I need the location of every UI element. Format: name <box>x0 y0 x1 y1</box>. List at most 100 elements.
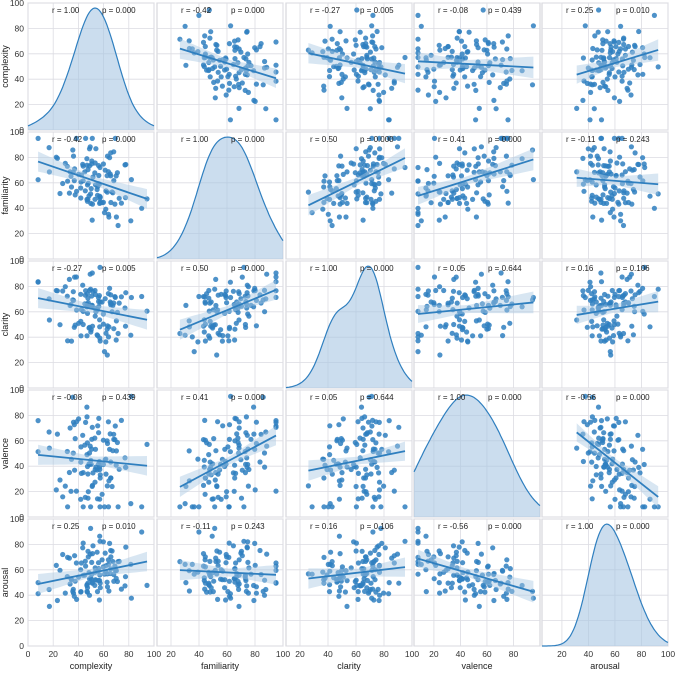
data-point <box>485 571 492 577</box>
data-point <box>84 156 90 162</box>
data-point <box>449 295 455 301</box>
data-point <box>369 135 375 141</box>
data-point <box>321 184 327 190</box>
data-point <box>338 578 344 584</box>
data-point <box>215 558 221 564</box>
data-point <box>415 264 421 270</box>
data-point <box>505 200 511 206</box>
data-point <box>263 106 269 112</box>
data-point <box>46 603 53 610</box>
data-point <box>355 596 361 603</box>
data-point <box>337 201 343 207</box>
data-point <box>228 595 234 601</box>
data-point <box>339 163 345 169</box>
data-point <box>372 44 378 50</box>
data-point <box>357 29 363 35</box>
data-point <box>336 214 342 220</box>
data-point <box>89 293 95 299</box>
data-point <box>605 29 611 35</box>
data-point <box>195 456 201 462</box>
data-point <box>479 301 485 307</box>
data-point <box>97 464 103 470</box>
data-point <box>234 299 240 305</box>
data-point <box>460 294 466 301</box>
data-point <box>619 73 625 79</box>
data-point <box>597 85 603 91</box>
data-point <box>602 182 608 188</box>
data-point <box>241 504 247 510</box>
y-tick-label: 80 <box>15 539 25 549</box>
regression-line <box>308 157 406 207</box>
data-point <box>122 455 128 461</box>
data-point <box>177 330 183 337</box>
data-point <box>328 186 334 193</box>
data-point <box>593 182 599 188</box>
data-point <box>305 483 311 489</box>
data-point <box>627 467 633 473</box>
data-point <box>89 551 96 557</box>
data-point <box>182 332 188 338</box>
data-point <box>363 35 369 41</box>
data-point <box>92 182 99 188</box>
data-point <box>92 565 98 571</box>
data-point <box>629 49 636 55</box>
p-label: p = 0.439 <box>488 6 522 15</box>
data-point <box>213 276 219 282</box>
data-point <box>338 79 344 85</box>
data-point <box>370 446 376 452</box>
data-point <box>445 300 451 306</box>
data-point <box>596 333 603 339</box>
data-point <box>86 146 93 152</box>
data-point <box>35 591 41 597</box>
panel-clarity-vs-complexity: r = -0.27 p = 0.005 <box>27 260 155 389</box>
data-point <box>128 595 134 601</box>
data-point <box>212 477 218 483</box>
data-point <box>189 561 195 568</box>
data-point <box>90 543 96 549</box>
data-point <box>589 459 595 465</box>
data-point <box>449 196 455 202</box>
regression-band <box>418 148 534 205</box>
data-point <box>252 45 258 51</box>
data-point <box>606 71 612 77</box>
data-point <box>78 567 84 573</box>
data-point <box>590 214 596 220</box>
data-point <box>459 161 465 167</box>
data-point <box>482 589 488 595</box>
data-point <box>425 551 431 558</box>
data-point <box>415 71 421 77</box>
data-point <box>263 429 269 435</box>
data-point <box>619 172 625 178</box>
data-point <box>620 161 626 167</box>
data-point <box>428 52 434 58</box>
data-point <box>459 539 465 545</box>
data-point <box>245 559 251 566</box>
data-point <box>382 161 388 167</box>
data-point <box>402 54 408 61</box>
data-point <box>437 201 443 207</box>
data-point <box>97 200 103 206</box>
data-point <box>377 450 383 456</box>
regression-line <box>37 453 148 467</box>
data-point <box>369 23 375 29</box>
data-point <box>101 210 108 216</box>
data-point <box>97 585 103 591</box>
data-point <box>627 166 633 172</box>
data-point <box>262 577 268 583</box>
data-point <box>590 45 596 52</box>
panel-frame <box>156 260 284 389</box>
data-point <box>445 173 451 179</box>
data-point <box>371 494 377 500</box>
data-point <box>609 325 615 331</box>
data-point <box>580 155 586 161</box>
data-point <box>355 589 361 595</box>
y-tick-label: 40 <box>15 332 25 342</box>
data-point <box>619 488 625 494</box>
data-point <box>80 161 86 167</box>
data-point <box>504 307 510 313</box>
data-point <box>89 135 95 141</box>
data-point <box>111 326 117 332</box>
p-label: p = 0.000 <box>102 6 136 15</box>
r-label: r = -0.11 <box>181 522 211 531</box>
data-point <box>53 487 59 493</box>
